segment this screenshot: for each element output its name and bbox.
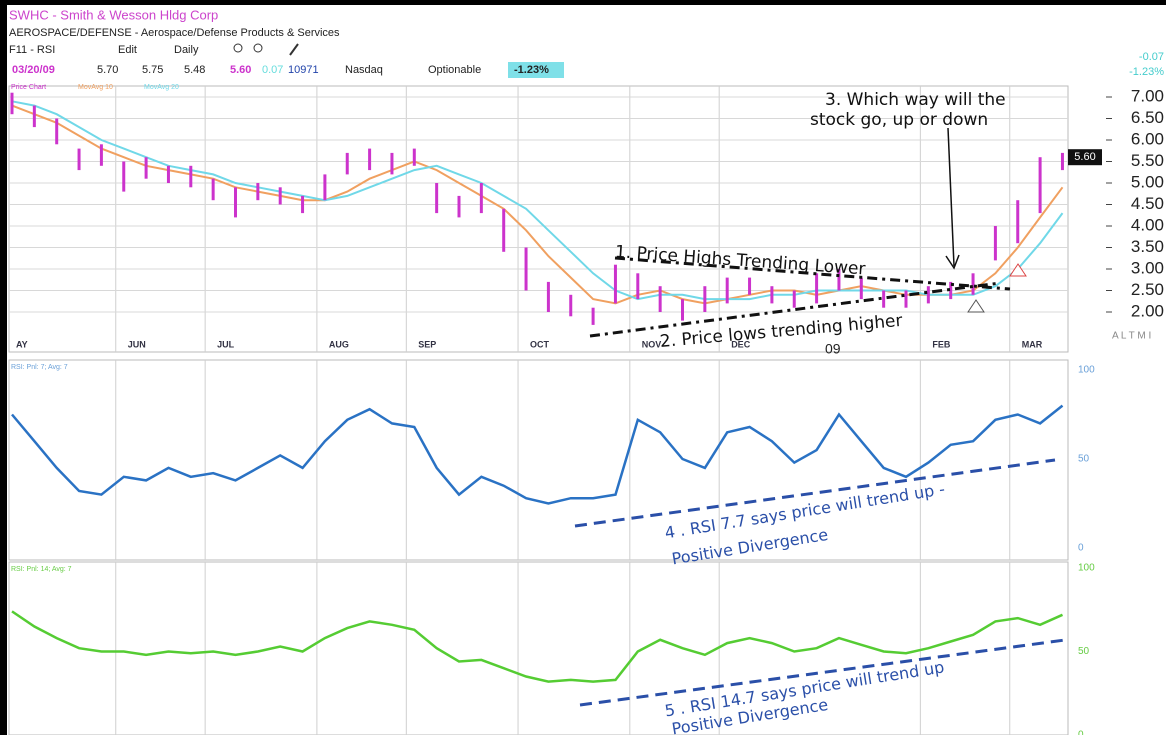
legend-entry: Price Chart — [11, 84, 46, 91]
series-line — [11, 100, 1064, 301]
panel-frame — [8, 561, 1069, 735]
quote-last: 5.60 — [230, 64, 251, 76]
last-price-flag — [1068, 149, 1102, 166]
legend-entry: MovAvg 20 — [144, 84, 179, 91]
corner-menu[interactable]: A L T M I — [1112, 331, 1151, 342]
alert-marker — [967, 299, 985, 313]
y-tick-label: 6.00 — [1131, 129, 1164, 148]
left-border — [0, 0, 7, 735]
quote-volume: 10971 — [288, 64, 319, 76]
edit-button[interactable]: Edit — [118, 44, 137, 56]
panel-title: RSI: Pnl: 7; Avg: 7 — [11, 364, 68, 371]
y-tick-label: 0 — [1078, 543, 1084, 554]
y-tick-label: 4.00 — [1131, 215, 1164, 234]
y-tick-label: 50 — [1078, 454, 1090, 465]
y-tick-label: 3.50 — [1131, 237, 1164, 256]
series-line — [11, 404, 1064, 505]
x-tick-label: NOV — [642, 339, 662, 349]
quote-optionable: Optionable — [428, 64, 481, 76]
x-tick-label: MAR — [1022, 339, 1043, 349]
x-tick-label: AY — [16, 339, 28, 349]
rsi14-trendline — [579, 638, 1066, 707]
y-tick-label: 100 — [1078, 563, 1095, 574]
zoom-out-icon[interactable] — [253, 43, 263, 53]
y-tick-label: 2.50 — [1131, 280, 1164, 299]
quote-pct: -1.23% — [514, 64, 549, 76]
right-pct: -1.23% — [1129, 66, 1164, 78]
y-tick-label: 50 — [1078, 646, 1090, 657]
quote-low: 5.48 — [184, 64, 205, 76]
y-tick-label: 2.00 — [1131, 301, 1164, 320]
y-tick-label: 7.00 — [1131, 86, 1164, 105]
quote-change: 0.07 — [262, 64, 283, 76]
right-change: -0.07 — [1139, 51, 1164, 63]
quote-open: 5.70 — [97, 64, 118, 76]
last-price-label: 5.60 — [1074, 151, 1095, 163]
year-label: 09 — [825, 341, 841, 357]
draw-icon[interactable] — [289, 43, 299, 56]
top-border — [0, 0, 1166, 5]
zoom-in-icon[interactable] — [233, 43, 243, 53]
annotation: 3. Which way will the — [825, 90, 1006, 110]
annotation: stock go, up or down — [810, 110, 988, 130]
x-tick-label: JUN — [128, 339, 146, 349]
rsi7-trendline — [574, 458, 1056, 528]
x-tick-label: DEC — [731, 339, 751, 349]
ticker: SWHC - Smith & Wesson Hldg Corp — [9, 7, 218, 22]
y-tick-label: 4.50 — [1131, 194, 1164, 213]
x-tick-label: FEB — [932, 339, 951, 349]
series-line — [11, 610, 1064, 683]
arrow-shaft — [947, 127, 955, 267]
x-tick-label: SEP — [418, 339, 436, 349]
y-tick-label: 0 — [1078, 730, 1084, 735]
study-menu[interactable]: F11 - RSI — [9, 44, 55, 56]
x-tick-label: OCT — [530, 339, 550, 349]
pct-badge — [508, 62, 564, 78]
y-tick-label: 6.50 — [1131, 108, 1164, 127]
quote-high: 5.75 — [142, 64, 163, 76]
panel-title: RSI: Pnl: 14; Avg: 7 — [11, 566, 72, 573]
y-tick-label: 100 — [1078, 365, 1095, 376]
y-tick-label: 3.00 — [1131, 258, 1164, 277]
quote-exchange: Nasdaq — [345, 64, 383, 76]
alert-marker — [1009, 263, 1027, 277]
plots: 7.00 6.50 6.00 5.50 5.00 4.50 4.00 3.50 3.00 2.50… — [8, 84, 1164, 735]
x-tick-label: JUL — [217, 339, 235, 349]
arrow-head — [945, 254, 960, 270]
panel-frame — [8, 85, 1069, 353]
y-tick-label: 5.50 — [1131, 151, 1164, 170]
legend-entry: MovAvg 10 — [78, 84, 113, 91]
period-menu[interactable]: Daily — [174, 44, 199, 56]
industry[interactable]: AEROSPACE/DEFENSE - Aerospace/Defense Pr… — [9, 27, 340, 39]
y-tick-label: 5.00 — [1131, 172, 1164, 191]
highs-trendline — [614, 256, 1011, 291]
quote-date: 03/20/09 — [12, 64, 55, 76]
panel-frame — [8, 359, 1069, 561]
x-tick-label: AUG — [329, 339, 349, 349]
